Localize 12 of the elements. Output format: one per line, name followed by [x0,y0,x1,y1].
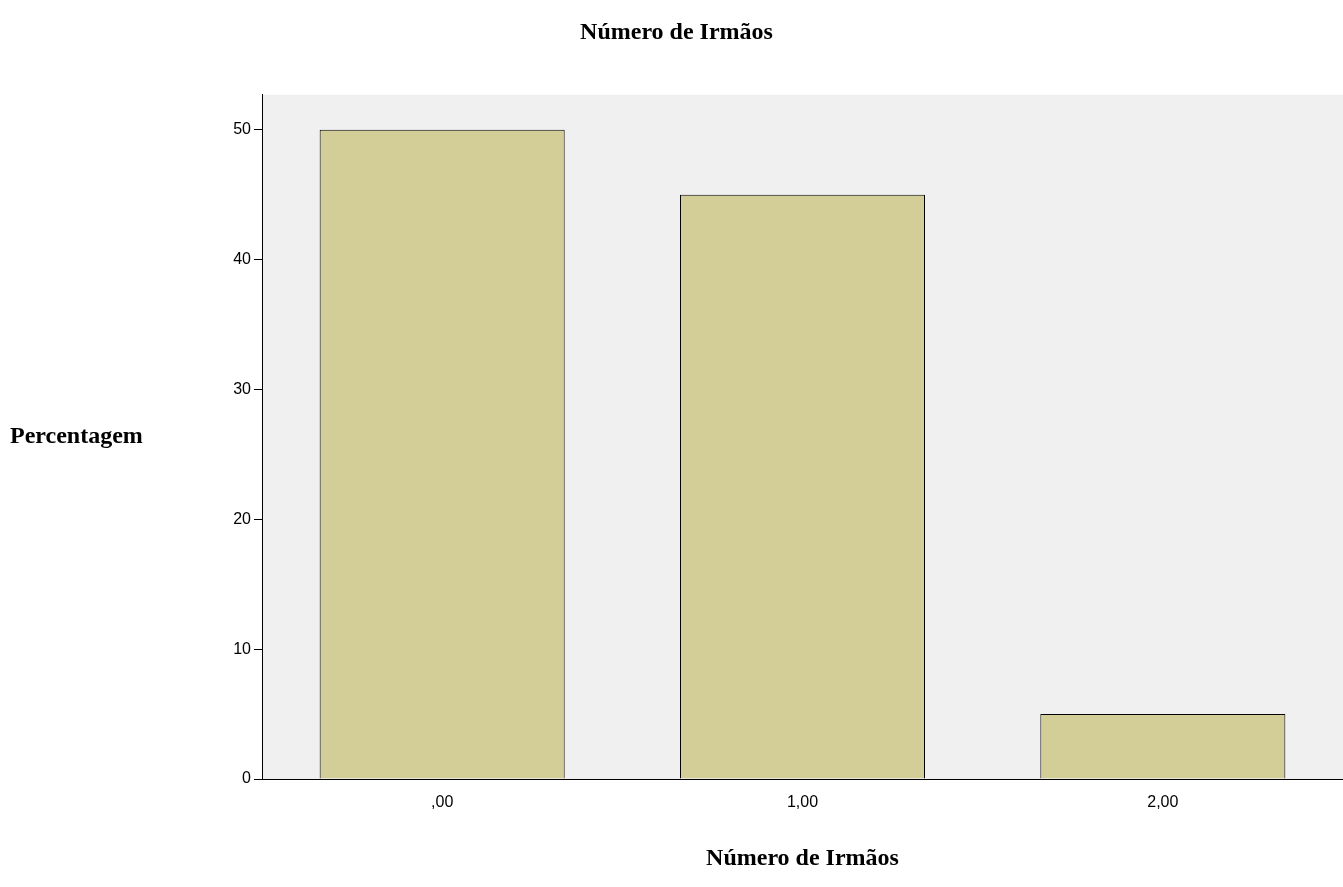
x-tick-label: ,00 [431,793,454,811]
y-tick-label: 30 [233,379,252,397]
y-tick-label: 0 [242,769,252,787]
y-tick-label: 10 [233,639,252,657]
y-tick-label: 40 [233,250,252,268]
chart-title: Número de Irmãos [580,17,773,44]
x-tick-label: 1,00 [786,793,819,811]
y-axis-title: Percentagem [10,422,143,449]
x-axis-title: Número de Irmãos [706,843,899,870]
y-tick-label: 20 [233,509,252,527]
y-tick-label: 50 [233,120,252,138]
x-tick-label: 2,00 [1147,793,1179,811]
